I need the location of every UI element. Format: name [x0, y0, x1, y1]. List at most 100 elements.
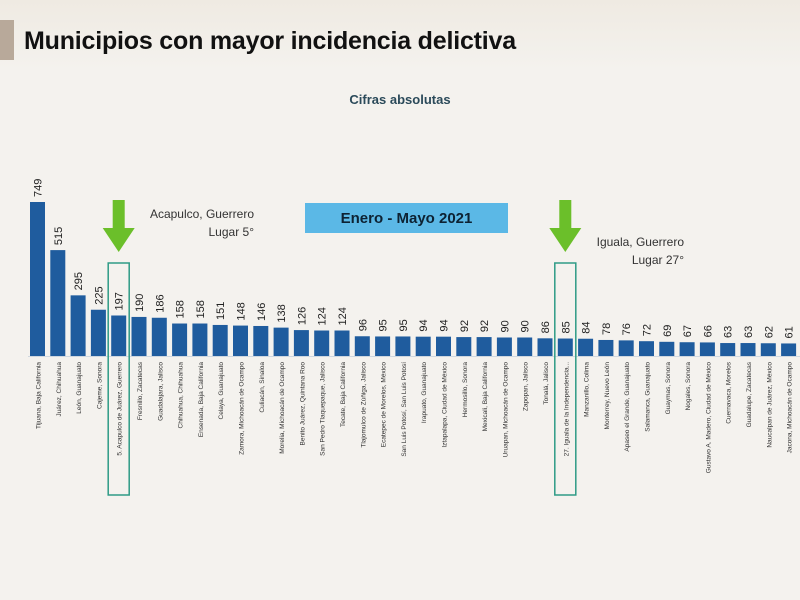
category-label: Tijuana, Baja California: [36, 362, 43, 429]
annotation-iguala-line2: Lugar 27°: [631, 253, 684, 267]
category-label: Guadalupe, Zacatecas: [746, 361, 753, 427]
chart-subtitle: Cifras absolutas: [349, 92, 451, 107]
highlight-box: [107, 262, 130, 496]
bar: [618, 340, 634, 356]
category-label: Ensenada, Baja California: [198, 362, 205, 438]
bar-value-label: 158: [175, 300, 187, 318]
category-label: Tonalá, Jalisco: [543, 362, 550, 405]
category-label: Hermosillo, Sonora: [462, 362, 469, 418]
bar: [740, 343, 756, 356]
bar: [537, 338, 553, 356]
category-label: 27. Iguala de la Independencia...: [563, 362, 570, 457]
bar-value-label: 66: [702, 325, 714, 337]
bar: [314, 330, 330, 356]
bar: [415, 336, 431, 356]
bar-value-label: 90: [499, 320, 511, 332]
bar: [557, 338, 573, 356]
annotation-acapulco-line2: Lugar 5°: [208, 225, 255, 239]
bar: [578, 338, 594, 356]
bar-value-label: 515: [53, 227, 65, 245]
bar-value-label: 96: [357, 319, 369, 331]
bar: [476, 337, 492, 356]
bar-value-label: 148: [236, 302, 248, 320]
bar: [131, 316, 147, 356]
category-label: Guadalajara, Jalisco: [157, 362, 164, 421]
category-label: Culiacán, Sinaloa: [259, 362, 266, 413]
bar: [496, 337, 512, 356]
bar-value-label: 94: [439, 319, 451, 331]
bar-value-label: 225: [93, 286, 105, 304]
bar: [436, 336, 451, 356]
category-label: Cuernavaca, Morelos: [726, 361, 733, 424]
bar: [334, 330, 350, 356]
bar-value-label: 126: [296, 307, 308, 325]
bar: [598, 339, 614, 356]
category-label: Zamora, Michoacán de Ocampo: [239, 362, 246, 455]
bar-value-label: 151: [215, 302, 227, 320]
bar-value-label: 92: [479, 320, 491, 332]
bar: [253, 325, 269, 356]
category-label: Cajeme, Sonora: [96, 362, 103, 409]
bar-value-label: 94: [418, 319, 430, 331]
bar: [699, 342, 715, 356]
bar-value-label: 146: [256, 303, 268, 321]
period-badge: Enero - Mayo 2021: [305, 203, 508, 233]
category-label: Mexicali, Baja California: [482, 362, 489, 432]
bar-value-label: 124: [317, 307, 329, 325]
bar-value-label: 84: [581, 321, 593, 333]
bar: [639, 341, 654, 356]
category-label: Manzanillo, Colima: [584, 362, 591, 417]
bar: [192, 323, 208, 356]
bar-value-label: 72: [642, 324, 654, 336]
category-label: Nogales, Sonora: [685, 362, 692, 411]
bar-value-label: 63: [723, 326, 735, 338]
category-label: Tecate, Baja California: [340, 362, 347, 427]
title-bar: [0, 0, 800, 70]
bar: [172, 323, 188, 356]
bar: [679, 342, 695, 356]
bar-value-label: 138: [276, 304, 288, 322]
bar: [375, 336, 391, 356]
bar: [111, 315, 127, 356]
category-label: Apaseo el Grande, Guanajuato: [624, 362, 631, 452]
category-label: Monterrey, Nuevo León: [604, 362, 611, 430]
bar-value-label: 62: [763, 326, 775, 338]
bar: [293, 330, 309, 356]
bar-value-label: 95: [378, 319, 390, 331]
category-label: Zapopan, Jalisco: [523, 362, 530, 412]
bar-value-label: 90: [520, 320, 532, 332]
category-label: León, Guanajuato: [76, 362, 83, 414]
bar-value-label: 92: [459, 320, 471, 332]
category-label: Celaya, Guanajuato: [218, 362, 225, 420]
category-label: Chihuahua, Chihuahua: [178, 362, 185, 429]
highlight-box: [554, 262, 577, 496]
bar-value-label: 63: [743, 326, 755, 338]
annotation-acapulco-line1: Acapulco, Guerrero: [149, 207, 254, 221]
bar: [30, 202, 45, 356]
category-label: Gustavo A. Madero, Ciudad de México: [705, 362, 712, 474]
bar-value-label: 69: [662, 325, 674, 337]
bar-value-label: 67: [682, 325, 694, 337]
bar-value-label: 76: [621, 323, 633, 335]
chart-title: Municipios con mayor incidencia delictiv…: [24, 27, 516, 55]
bar: [212, 324, 228, 356]
bar-value-label: 190: [134, 294, 146, 312]
bar: [273, 327, 289, 356]
category-label: Naucalpan de Juárez, México: [766, 362, 773, 448]
bar: [395, 336, 411, 356]
category-label: Fresnillo, Zacatecas: [137, 361, 144, 420]
category-label: San Luis Potosí, San Luis Potosí: [401, 362, 408, 457]
annotation-iguala: Iguala, Guerrero Lugar 27°: [560, 233, 684, 269]
category-label: Morelia, Michoacán de Ocampo: [279, 362, 286, 454]
category-label: Benito Juárez, Quintana Roo: [299, 362, 306, 446]
category-label: Tlajomulco de Zúñiga, Jalisco: [360, 362, 367, 448]
category-label: Guaymas, Sonora: [665, 362, 672, 415]
bar-value-label: 85: [560, 321, 572, 333]
category-label: Uruapan, Michoacán de Ocampo: [502, 362, 509, 458]
bar: [70, 295, 86, 356]
bar-value-label: 61: [784, 326, 796, 338]
category-label: Salamanca, Guanajuato: [645, 362, 652, 432]
bar: [781, 343, 797, 356]
annotation-iguala-line1: Iguala, Guerrero: [596, 235, 684, 249]
